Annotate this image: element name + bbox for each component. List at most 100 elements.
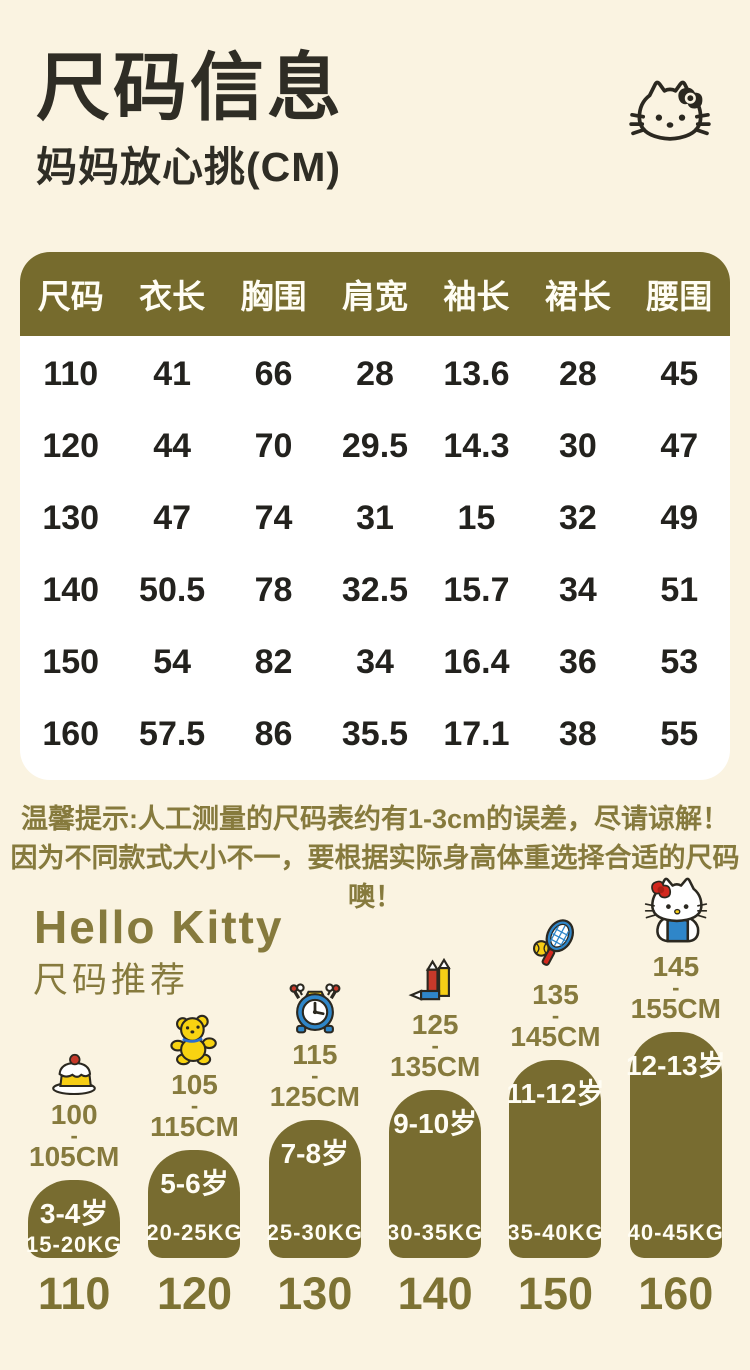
table-row: 110 41 66 28 13.6 28 45	[20, 338, 730, 410]
table-cell: 17.1	[443, 714, 510, 753]
size-table: 尺码 衣长 胸围 肩宽 袖长 裙长 腰围 110 41 66 28 13.6 28 45 120 44 70 2…	[20, 252, 730, 780]
table-cell: 15.7	[443, 570, 510, 609]
size-number-label: 140	[397, 1268, 473, 1319]
height-range-dash: -	[70, 1123, 78, 1148]
header-block: 尺码信息 妈妈放心挑(CM)	[36, 46, 344, 193]
kitty-sitting-icon	[644, 872, 708, 948]
racket-icon	[530, 916, 580, 976]
table-cell: 50.5	[139, 570, 206, 609]
size-recommend-chart: 100-105CM 3-4岁 15-20KG 105-115CM 5-6岁 20-25K…	[14, 877, 736, 1258]
size-number-label: 160	[638, 1268, 714, 1319]
age-range-label: 11-12岁	[506, 1078, 605, 1109]
table-cell: 78	[254, 570, 293, 609]
table-cell: 57.5	[139, 714, 206, 753]
height-range-dash: -	[311, 1063, 319, 1088]
size-bar: 5-6岁 20-25KG	[146, 1150, 243, 1258]
table-cell: 51	[660, 570, 699, 609]
table-cell: 31	[356, 498, 394, 537]
height-range-dash: -	[431, 1033, 439, 1058]
page-title: 尺码信息	[36, 46, 344, 129]
column-header: 肩宽	[341, 278, 408, 315]
table-row: 140 50.5 78 32.5 15.7 34 51	[20, 554, 730, 626]
table-cell: 47	[660, 426, 699, 465]
size-table-body: 110 41 66 28 13.6 28 45 120 44 70 29.5 14.3 30 47 130 4…	[20, 336, 730, 780]
table-cell: 49	[660, 498, 699, 537]
table-cell: 45	[660, 354, 699, 393]
table-cell: 28	[558, 354, 597, 393]
table-cell: 55	[660, 714, 699, 753]
notice-line-2: 因为不同款式大小不一，要根据实际身高体重选择合适的尺码噢！	[10, 843, 740, 913]
hello-kitty-head-icon	[628, 76, 712, 155]
height-range-bottom: 145CM	[510, 1021, 601, 1052]
size-bar: 7-8岁 25-30KG	[266, 1120, 363, 1258]
height-range-label: 115-125CM	[270, 1040, 360, 1112]
size-column-160: 145-155CM 12-13岁 40-45KG	[616, 872, 736, 1258]
height-range-label: 105-115CM	[150, 1070, 239, 1142]
column-header: 腰围	[646, 278, 713, 315]
table-cell: 54	[153, 642, 192, 681]
table-cell: 74	[254, 498, 293, 537]
size-number-label: 130	[277, 1268, 353, 1319]
table-cell: 82	[254, 642, 293, 681]
table-cell: 13.6	[443, 354, 510, 393]
weight-range-label: 40-45KG	[627, 1220, 724, 1245]
weight-range-label: 20-25KG	[146, 1220, 243, 1245]
table-row: 120 44 70 29.5 14.3 30 47	[20, 410, 730, 482]
clock-icon	[289, 980, 341, 1036]
recommend-heading: 尺码推荐	[33, 961, 190, 1000]
table-cell: 44	[153, 426, 192, 465]
size-number-label: 120	[156, 1268, 233, 1319]
size-number-label: 150	[517, 1268, 594, 1319]
age-range-label: 3-4岁	[39, 1198, 109, 1229]
column-header: 袖长	[443, 278, 510, 315]
weight-range-label: 25-30KG	[266, 1220, 363, 1245]
table-cell: 14.3	[443, 426, 510, 465]
pencils-icon	[408, 957, 462, 1006]
cake-icon	[50, 1052, 98, 1096]
height-range-label: 100-105CM	[29, 1100, 119, 1172]
age-range-label: 12-13岁	[625, 1050, 726, 1081]
height-range-top: 135	[532, 979, 579, 1010]
table-cell: 66	[254, 354, 293, 393]
table-cell: 120	[42, 426, 100, 465]
age-range-label: 7-8岁	[280, 1138, 350, 1169]
height-range-label: 145-155CM	[631, 952, 721, 1024]
table-cell: 16.4	[443, 642, 510, 681]
table-cell: 38	[558, 714, 597, 753]
height-range-bottom: 105CM	[29, 1141, 120, 1172]
column-header: 裙长	[544, 278, 611, 315]
height-range-dash: -	[551, 1003, 560, 1028]
age-range-label: 9-10岁	[393, 1108, 478, 1139]
table-row: 130 47 74 31 15 32 49	[20, 482, 730, 554]
table-cell: 70	[254, 426, 293, 465]
height-range-bottom: 135CM	[390, 1051, 481, 1082]
table-cell: 130	[42, 498, 100, 537]
table-cell: 29.5	[341, 426, 409, 465]
height-range-dash: -	[672, 975, 680, 1000]
column-header: 胸围	[240, 278, 307, 315]
table-cell: 53	[660, 642, 699, 681]
size-column-130: 115-125CM 7-8岁 25-30KG	[255, 980, 375, 1258]
weight-range-label: 35-40KG	[507, 1220, 604, 1245]
height-range-bottom: 155CM	[630, 993, 721, 1024]
height-range-top: 105	[171, 1069, 218, 1100]
table-cell: 41	[153, 354, 192, 393]
size-column-120: 105-115CM 5-6岁 20-25KG	[134, 1014, 254, 1258]
page-subtitle: 妈妈放心挑(CM)	[36, 143, 342, 190]
table-cell: 160	[42, 714, 100, 753]
size-bar: 11-12岁 35-40KG	[506, 1060, 605, 1258]
table-cell: 28	[356, 354, 394, 393]
height-range-top: 125	[411, 1009, 459, 1040]
table-cell: 15	[457, 498, 496, 537]
height-range-dash: -	[190, 1093, 199, 1118]
table-cell: 35.5	[341, 714, 409, 753]
height-range-top: 100	[50, 1099, 98, 1130]
height-range-label: 135-145CM	[510, 980, 600, 1052]
size-bar: 3-4岁 15-20KG	[26, 1180, 123, 1258]
brand-title: Hello Kitty	[34, 901, 284, 953]
table-cell: 36	[558, 642, 597, 681]
table-cell: 34	[558, 570, 597, 609]
table-cell: 30	[558, 426, 597, 465]
weight-range-label: 15-20KG	[26, 1232, 123, 1257]
